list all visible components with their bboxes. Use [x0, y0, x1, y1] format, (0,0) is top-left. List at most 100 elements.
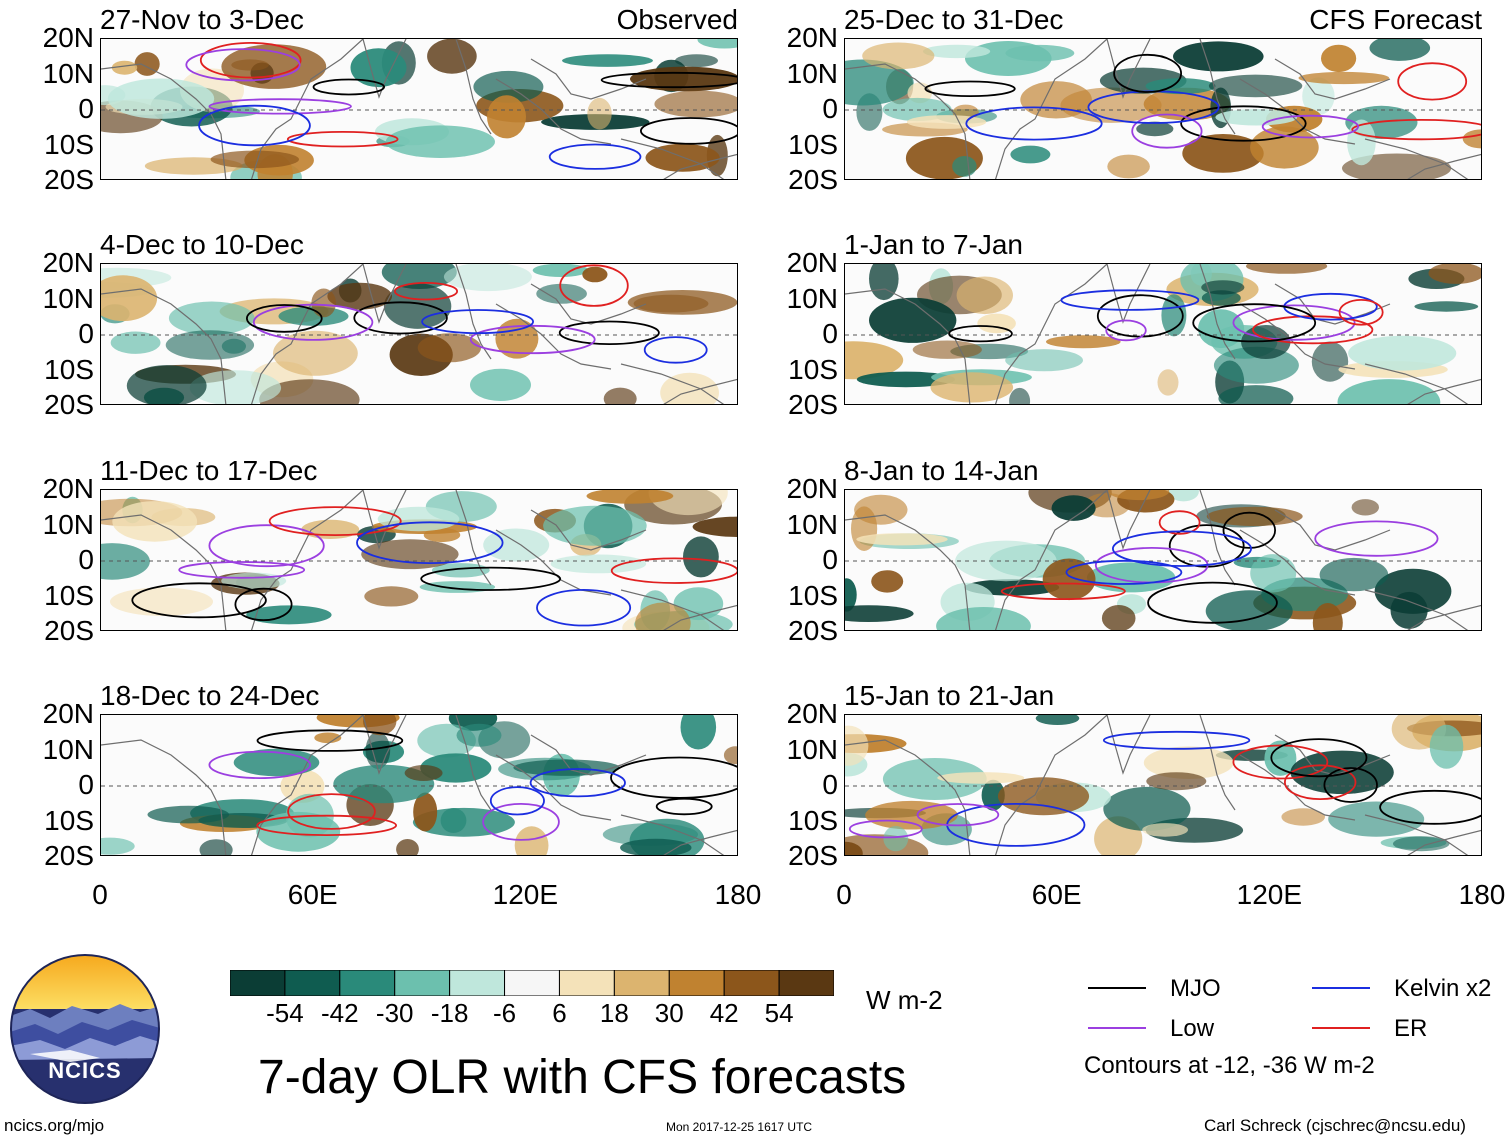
olr-anomaly-blob: [883, 826, 909, 852]
olr-anomaly-blob: [1168, 490, 1199, 502]
olr-anomaly-blob: [1374, 568, 1452, 614]
coastline: [1407, 604, 1481, 630]
lat-label: 20N: [42, 247, 94, 278]
olr-anomaly-blob: [101, 837, 135, 855]
coastline: [101, 63, 227, 179]
olr-anomaly-blob: [1161, 294, 1187, 337]
lat-label: 20S: [44, 615, 94, 646]
coastline: [455, 715, 492, 811]
coastline: [845, 63, 971, 179]
olr-map-panel: [844, 263, 1482, 405]
lat-label: 20N: [42, 473, 94, 504]
olr-anomaly-blob: [487, 95, 526, 139]
olr-anomaly-blob: [865, 800, 958, 830]
coastline: [1407, 378, 1481, 404]
olr-anomaly-blob: [513, 759, 620, 776]
lat-label: 20S: [788, 840, 838, 871]
coastline: [530, 734, 647, 776]
coastline: [455, 490, 492, 586]
olr-anomaly-blob: [470, 368, 531, 401]
olr-anomaly-blob: [495, 318, 539, 359]
legend-label: MJO: [1170, 975, 1221, 1002]
olr-anomaly-blob: [854, 494, 908, 525]
low-contour: [482, 803, 560, 841]
lat-label: 0: [822, 318, 838, 349]
coastline: [1199, 264, 1236, 360]
olr-anomaly-blob: [256, 811, 341, 852]
olr-anomaly-blob: [1198, 309, 1245, 349]
mjo-contour: [1270, 738, 1368, 778]
coastline: [455, 39, 492, 135]
kelvin-contour: [1060, 289, 1200, 311]
olr-anomaly-blob: [1046, 335, 1121, 349]
lat-label: 10N: [786, 57, 838, 89]
colorbar-tick: 18: [599, 998, 629, 1028]
olr-anomaly-blob: [543, 505, 647, 546]
olr-anomaly-blob: [1173, 41, 1264, 72]
er-contour: [1397, 62, 1468, 101]
mjo-contour: [312, 78, 385, 96]
colorbar-swatch: [229, 969, 286, 997]
kelvin-contour: [965, 106, 1103, 141]
olr-anomaly-blob: [1328, 801, 1425, 837]
coastline: [1364, 138, 1469, 179]
kelvin-contour: [489, 786, 545, 816]
colorbar-swatch: [504, 969, 560, 997]
coastline: [362, 39, 407, 99]
mjo-contour: [245, 304, 323, 333]
olr-anomaly-blob: [126, 365, 207, 404]
olr-anomaly-blob: [536, 283, 587, 304]
olr-anomaly-blob: [952, 156, 977, 177]
coastline: [1106, 264, 1151, 324]
olr-map-panel: [844, 714, 1482, 856]
olr-anomaly-blob: [532, 264, 589, 277]
olr-anomaly-blob: [107, 78, 215, 119]
lat-label: 10S: [788, 353, 838, 385]
olr-field: [845, 490, 1481, 630]
olr-anomaly-blob: [869, 264, 899, 301]
er-contour: [393, 282, 458, 301]
lat-label: 20S: [44, 164, 94, 195]
olr-anomaly-blob: [110, 331, 161, 354]
olr-field: [845, 715, 1481, 855]
coastline: [530, 58, 647, 100]
panel-title: 15-Jan to 21-Jan: [844, 680, 1055, 711]
colorbar-swatches: [229, 969, 835, 997]
lat-label: 0: [78, 769, 94, 800]
olr-anomaly-blob: [311, 288, 336, 318]
coastline: [1274, 734, 1391, 776]
olr-anomaly-blob: [930, 372, 1014, 403]
coastline: [1364, 814, 1469, 855]
coastline: [530, 283, 647, 325]
lat-label: 20N: [786, 22, 838, 53]
olr-anomaly-blob: [514, 826, 549, 855]
low-contour: [1105, 319, 1147, 342]
olr-anomaly-blob: [168, 301, 255, 335]
mjo-contour: [948, 325, 1013, 343]
lon-label: 0: [836, 879, 852, 910]
olr-anomaly-blob: [1108, 490, 1170, 501]
olr-map-panel: [844, 38, 1482, 180]
ncics-logo: NCICS: [10, 954, 160, 1104]
olr-anomaly-blob: [845, 578, 857, 612]
footer-url[interactable]: ncics.org/mjo: [4, 1116, 105, 1135]
olr-anomaly-blob: [1005, 349, 1083, 372]
er-contour: [1338, 299, 1384, 326]
olr-anomaly-blob: [654, 90, 737, 118]
coastline: [845, 514, 971, 630]
lon-label: 0: [92, 879, 108, 910]
kelvin-contour: [198, 104, 311, 147]
olr-anomaly-blob: [1009, 387, 1031, 404]
olr-anomaly-blob: [937, 772, 1025, 784]
coastline: [101, 288, 227, 404]
olr-anomaly-blob: [1250, 554, 1297, 593]
kelvin-contour: [1065, 559, 1183, 585]
olr-anomaly-blob: [1246, 264, 1328, 274]
er-contour: [256, 814, 398, 837]
coastline: [620, 363, 725, 404]
coastline: [1239, 529, 1356, 596]
olr-anomaly-blob: [675, 54, 718, 68]
low-contour: [1232, 304, 1356, 341]
low-contour: [208, 750, 312, 780]
olr-map-panel: [100, 714, 738, 856]
